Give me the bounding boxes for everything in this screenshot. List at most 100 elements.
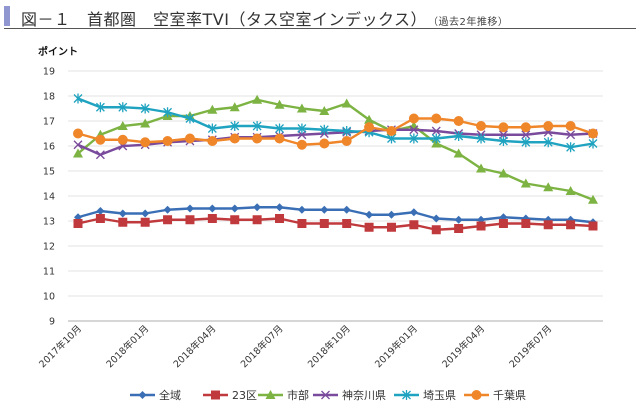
- data-point: [566, 142, 576, 153]
- y-tick-label: 9: [49, 317, 55, 328]
- y-tick-label: 18: [43, 92, 55, 103]
- y-tick-label: 13: [43, 217, 55, 228]
- data-point: [454, 224, 464, 233]
- data-point: [521, 130, 531, 140]
- legend: 全域 23区 市部 神奈川県 埼玉県 千葉県: [130, 388, 526, 402]
- data-point: [296, 139, 307, 150]
- legend-swatch-marker: [402, 390, 411, 400]
- y-tick-label: 14: [43, 192, 55, 203]
- data-point: [274, 133, 285, 144]
- data-point: [364, 222, 374, 232]
- figure-title: 図－１ 首都圏 空室率TVI（タス空室インデックス） （過去2年推移）: [21, 6, 508, 30]
- data-point: [297, 205, 306, 214]
- data-point: [342, 126, 352, 136]
- data-point: [117, 121, 128, 130]
- data-point: [163, 107, 173, 118]
- series-0: [74, 203, 597, 227]
- data-point: [253, 203, 262, 212]
- data-point: [543, 121, 554, 131]
- legend-item: 23区: [203, 389, 257, 402]
- x-tick-label: 2019年04月: [440, 323, 488, 371]
- data-point: [95, 134, 106, 145]
- legend-item: 千葉県: [464, 388, 526, 402]
- data-point: [387, 210, 396, 219]
- data-point: [229, 133, 240, 144]
- legend-swatch-marker: [265, 390, 276, 399]
- data-point: [521, 219, 531, 228]
- data-point: [73, 148, 83, 158]
- data-point: [207, 136, 218, 146]
- data-point: [163, 205, 172, 214]
- data-point: [140, 118, 151, 128]
- data-point: [185, 113, 195, 124]
- data-point: [274, 99, 285, 109]
- legend-label: 神奈川県: [342, 388, 386, 402]
- data-point: [520, 122, 531, 133]
- data-point: [252, 215, 262, 225]
- data-point: [162, 136, 173, 146]
- data-point: [95, 102, 105, 113]
- data-point: [230, 204, 239, 213]
- data-point: [95, 150, 105, 160]
- series-line: [77, 98, 594, 201]
- data-point: [185, 215, 195, 225]
- legend-label: 市部: [287, 388, 309, 402]
- legend-label: 23区: [232, 389, 257, 402]
- data-point: [588, 138, 598, 149]
- data-point: [275, 123, 284, 134]
- data-point: [453, 148, 464, 158]
- gridlines: [68, 70, 603, 322]
- data-point: [565, 121, 576, 131]
- data-point: [386, 126, 397, 136]
- data-point: [141, 209, 150, 218]
- legend-swatch-marker: [321, 390, 330, 400]
- data-point: [476, 121, 487, 131]
- data-point: [297, 219, 307, 228]
- data-point: [454, 131, 464, 141]
- data-point: [275, 203, 284, 212]
- data-point: [498, 122, 509, 133]
- data-point: [163, 215, 173, 225]
- y-tick-label: 16: [43, 142, 55, 153]
- data-point: [408, 113, 419, 124]
- data-point: [453, 116, 464, 126]
- y-tick-label: 19: [43, 67, 55, 78]
- data-point: [95, 214, 105, 223]
- legend-item: 市部: [258, 388, 309, 402]
- y-tick-label: 10: [43, 292, 55, 303]
- data-point: [588, 221, 598, 231]
- data-point: [431, 126, 441, 136]
- data-point: [73, 93, 83, 104]
- data-point: [432, 214, 441, 223]
- data-point: [431, 133, 441, 144]
- data-point: [140, 137, 151, 148]
- x-tick-labels: 2017年10月 2018年01月 2018年04月 2018年07月 2018年10月…: [37, 323, 555, 371]
- legend-swatch-marker: [471, 390, 482, 400]
- legend-item: 埼玉県: [394, 388, 456, 402]
- figure-title-bar: 図－１ 首都圏 空室率TVI（タス空室インデックス） （過去2年推移）: [4, 4, 636, 29]
- data-point: [118, 102, 128, 113]
- data-point: [498, 168, 509, 178]
- data-point: [230, 121, 240, 131]
- data-point: [117, 134, 128, 145]
- legend-label: 埼玉県: [423, 388, 456, 402]
- data-point: [498, 219, 508, 228]
- x-tick-label: 2019年01月: [372, 323, 420, 371]
- data-point: [543, 137, 553, 148]
- data-point: [566, 220, 576, 230]
- x-tick-label: 2019年07月: [507, 323, 555, 371]
- data-point: [342, 205, 351, 214]
- y-tick-label: 17: [43, 117, 55, 128]
- data-point: [409, 220, 419, 230]
- data-point: [252, 133, 263, 144]
- data-point: [319, 138, 330, 149]
- figure-subtitle: （過去2年推移）: [432, 17, 509, 28]
- data-point: [521, 137, 531, 148]
- data-point: [319, 106, 330, 115]
- data-point: [364, 122, 375, 133]
- y-tick-label: 12: [43, 242, 55, 253]
- data-point: [364, 114, 375, 124]
- data-point: [297, 123, 307, 134]
- data-point: [73, 140, 83, 150]
